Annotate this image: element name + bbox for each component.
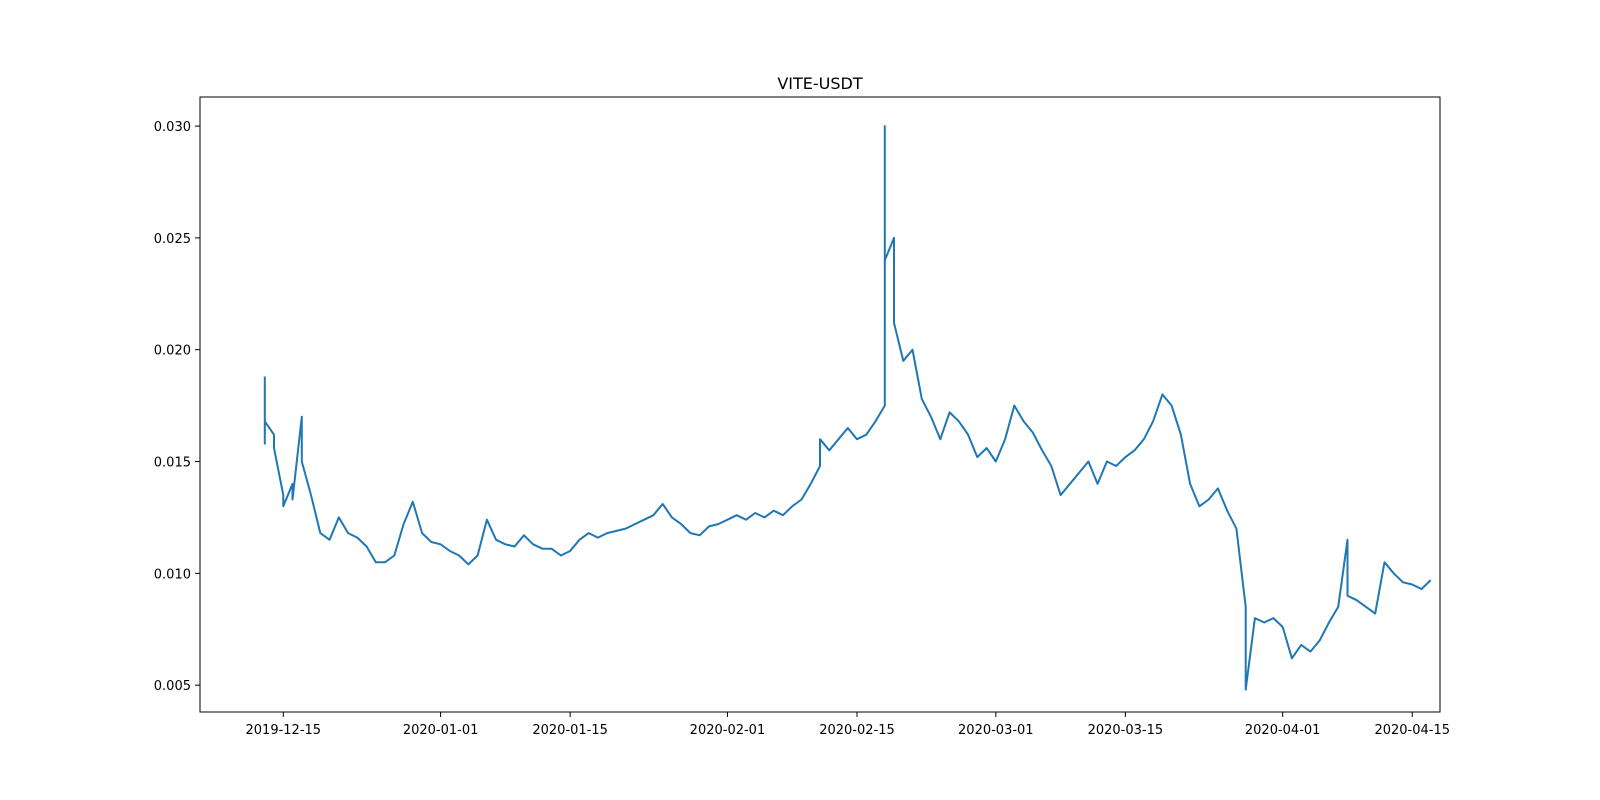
- y-tick-label: 0.010: [154, 567, 191, 582]
- y-tick-label: 0.020: [154, 344, 191, 359]
- y-tick-label: 0.030: [154, 120, 191, 135]
- x-tick-label: 2020-01-01: [403, 723, 479, 738]
- x-tick-label: 2020-04-01: [1245, 723, 1321, 738]
- x-tick-label: 2019-12-15: [246, 723, 322, 738]
- chart-title: VITE-USDT: [777, 74, 863, 93]
- y-tick-label: 0.015: [154, 456, 191, 471]
- plot-area: [263, 125, 1432, 691]
- y-tick-label: 0.005: [154, 679, 191, 694]
- y-axis: 0.005 0.010 0.015 0.020 0.025 0.030: [154, 120, 200, 694]
- y-tick-label: 0.025: [154, 232, 191, 247]
- x-tick-label: 2020-02-15: [819, 723, 895, 738]
- x-tick-label: 2020-03-15: [1088, 723, 1164, 738]
- x-axis: 2019-12-15 2020-01-01 2020-01-15 2020-02-01…: [246, 712, 1450, 738]
- axes-frame: [199, 96, 1441, 713]
- x-tick-label: 2020-04-15: [1374, 723, 1450, 738]
- x-tick-label: 2020-03-01: [958, 723, 1034, 738]
- x-tick-label: 2020-02-01: [690, 723, 766, 738]
- x-tick-label: 2020-01-15: [532, 723, 608, 738]
- series-line-0: [263, 125, 1432, 691]
